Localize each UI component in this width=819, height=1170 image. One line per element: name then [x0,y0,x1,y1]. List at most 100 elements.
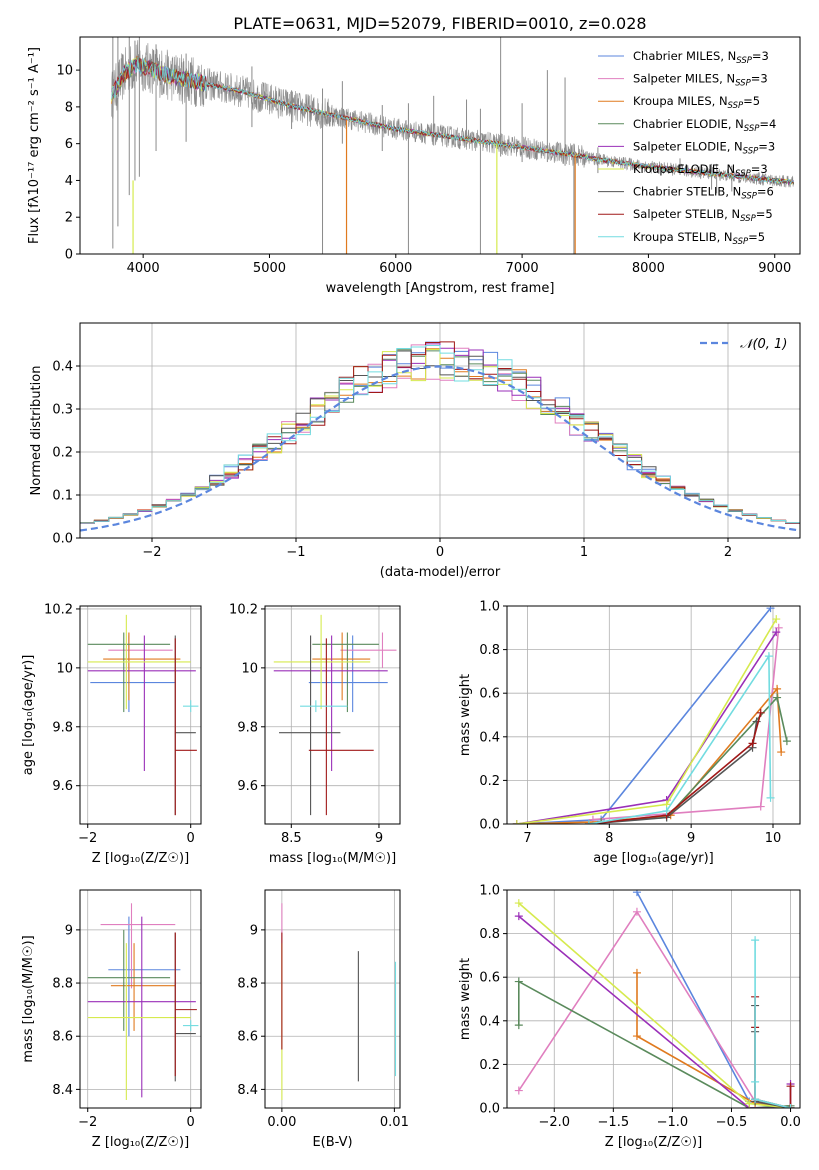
legend-value: =4 [759,117,776,131]
data-point-marker [773,684,782,693]
x-tick-label: 8 [605,831,613,846]
y-tick-label: 8 [65,100,73,115]
data-point-marker [514,899,523,908]
y-tick-label: 0.1 [52,489,73,504]
x-tick-label: −0.5 [716,1115,748,1130]
legend-label: Kroupa ELODIE, NSSP=3 [633,162,768,179]
y-tick-label: 0.6 [479,687,500,702]
data-point-marker [632,1032,641,1041]
data-point-marker [772,628,781,637]
x-tick-label: 9 [687,831,695,846]
residuals-panel: −2 −1 0 1 2 0.0 0.1 0.2 0.3 0.4 (data-model)/error… [29,322,801,580]
y-tick-label: 9.8 [237,720,258,735]
legend-subscript: SSP [743,146,759,156]
y-axis-label: mass [log₁₀(M/M☉)] [21,935,36,1062]
plot-area [87,903,199,1101]
y-tick-label: 0.0 [52,532,73,547]
y-tick-label: 0.4 [52,360,73,375]
legend-label: Chabrier STELIB, NSSP=6 [633,185,774,202]
axes-overlay: −2 0 9.6 9.8 10 10.2 Z [log₁₀(Z/Z☉)] age [log₁₀… [21,602,202,866]
data-point-marker [772,615,781,624]
y-tick-label: 10.2 [229,602,258,617]
x-tick-label: 8.5 [281,831,302,846]
data-point-marker [782,737,791,746]
y-axis-label: age [log₁₀(age/yr)] [21,655,36,776]
mass-weight-line [754,940,791,1108]
x-tick-label: 0 [187,1115,195,1130]
legend-label: 𝒩(0, 1) [740,337,787,352]
data-point-marker [786,1082,795,1091]
age-vs-metallicity-panel: −2 0 9.6 9.8 10 10.2 Z [log₁₀(Z/Z☉)] age [log₁₀… [21,602,202,866]
axes-overlay: −2 −1 0 1 2 0.0 0.1 0.2 0.3 0.4 (data-model)/error… [29,322,801,580]
y-tick-label: 10 [56,661,73,676]
legend-value: =6 [757,185,774,199]
y-tick-label: 0.0 [479,818,500,833]
mass-weight-line [588,712,762,824]
data-point-marker [751,1077,760,1086]
legend-subscript: SSP [733,237,749,247]
figure-title: PLATE=0631, MJD=52079, FIBERID=0010, z=0… [233,14,646,33]
x-tick-label: 8000 [632,261,665,276]
data-point-marker [766,793,775,802]
x-tick-label: 0.00 [267,1115,296,1130]
x-tick-label: −2 [142,545,161,560]
y-axis-label: mass weight [458,674,473,756]
mass-weight-line [518,980,791,1108]
mass-weight-vs-metallicity-panel: −2.0 −1.5 −1.0 −0.5 0.0 0.0 0.2 0.4 0.6 0.8 1.0 Z [… [458,884,801,1151]
legend-subscript: SSP [735,169,751,179]
y-tick-label: 10 [56,64,73,79]
data-point-marker [514,1086,523,1095]
x-axis-label: mass [log₁₀(M/M☉)] [269,851,396,866]
data-point-marker [632,907,641,916]
spectrum-panel: 4000 5000 6000 7000 8000 9000 0 2 4 6 8 10 wavelengt… [27,36,801,296]
plot-area [273,614,397,816]
y-tick-label: 0.8 [479,927,500,942]
legend-label: Kroupa MILES, NSSP=5 [633,94,760,111]
y-tick-label: 0.2 [52,446,73,461]
y-tick-label: 4 [65,174,73,189]
y-axis-label: mass weight [458,958,473,1040]
y-tick-label: 0.2 [479,774,500,789]
data-point-marker [751,936,760,945]
plot-area [514,890,795,1108]
x-tick-label: −2.0 [538,1115,570,1130]
data-point-marker [632,890,641,897]
data-point-marker [773,693,782,702]
normal-curve [80,365,800,532]
y-tick-label: 0.4 [479,730,500,745]
data-point-marker [756,708,765,717]
data-point-marker [777,748,786,757]
y-tick-label: 0.4 [479,1014,500,1029]
y-tick-label: 8.8 [52,977,73,992]
x-axis-label: Z [log₁₀(Z/Z☉)] [605,1135,702,1150]
y-axis-label: Normed distribution [29,366,44,496]
y-axis-label: Flux [fλ10⁻¹⁷ erg cm⁻² s⁻¹ A⁻¹] [27,47,42,244]
y-tick-label: 1.0 [479,600,500,615]
data-point-marker [584,820,593,824]
axes-overlay: −2 0 8.4 8.6 8.8 9 Z [log₁₀(Z/Z☉)] mass [log₁₀(… [21,889,202,1150]
x-tick-label: 4000 [127,261,160,276]
x-tick-label: −2 [78,831,97,846]
y-tick-label: 0.6 [479,971,500,986]
data-point-marker [745,1099,754,1108]
x-tick-label: −1.0 [657,1115,689,1130]
x-tick-label: 0.01 [380,1115,409,1130]
y-tick-label: 0.3 [52,403,73,418]
plot-area [111,37,795,254]
x-tick-label: 5000 [253,261,286,276]
data-point-marker [774,623,783,632]
legend-value: =3 [751,162,768,176]
x-tick-label: 6000 [379,261,412,276]
data-point-marker [632,968,641,977]
axes-frame [79,889,202,1109]
y-tick-label: 9 [65,923,73,938]
legend-value: =5 [748,230,765,244]
y-tick-label: 10.2 [44,602,73,617]
age-vs-mass-panel: 8.5 9 9.6 9.8 10 10.2 mass [log₁₀(M/M☉)] [229,602,401,866]
legend-subscript: SSP [736,56,752,66]
axes-frame [264,605,401,825]
y-tick-label: 10 [241,661,258,676]
axes-overlay: 4000 5000 6000 7000 8000 9000 0 2 4 6 8 10 wavelengt… [27,36,801,296]
x-tick-label: −1.5 [598,1115,630,1130]
